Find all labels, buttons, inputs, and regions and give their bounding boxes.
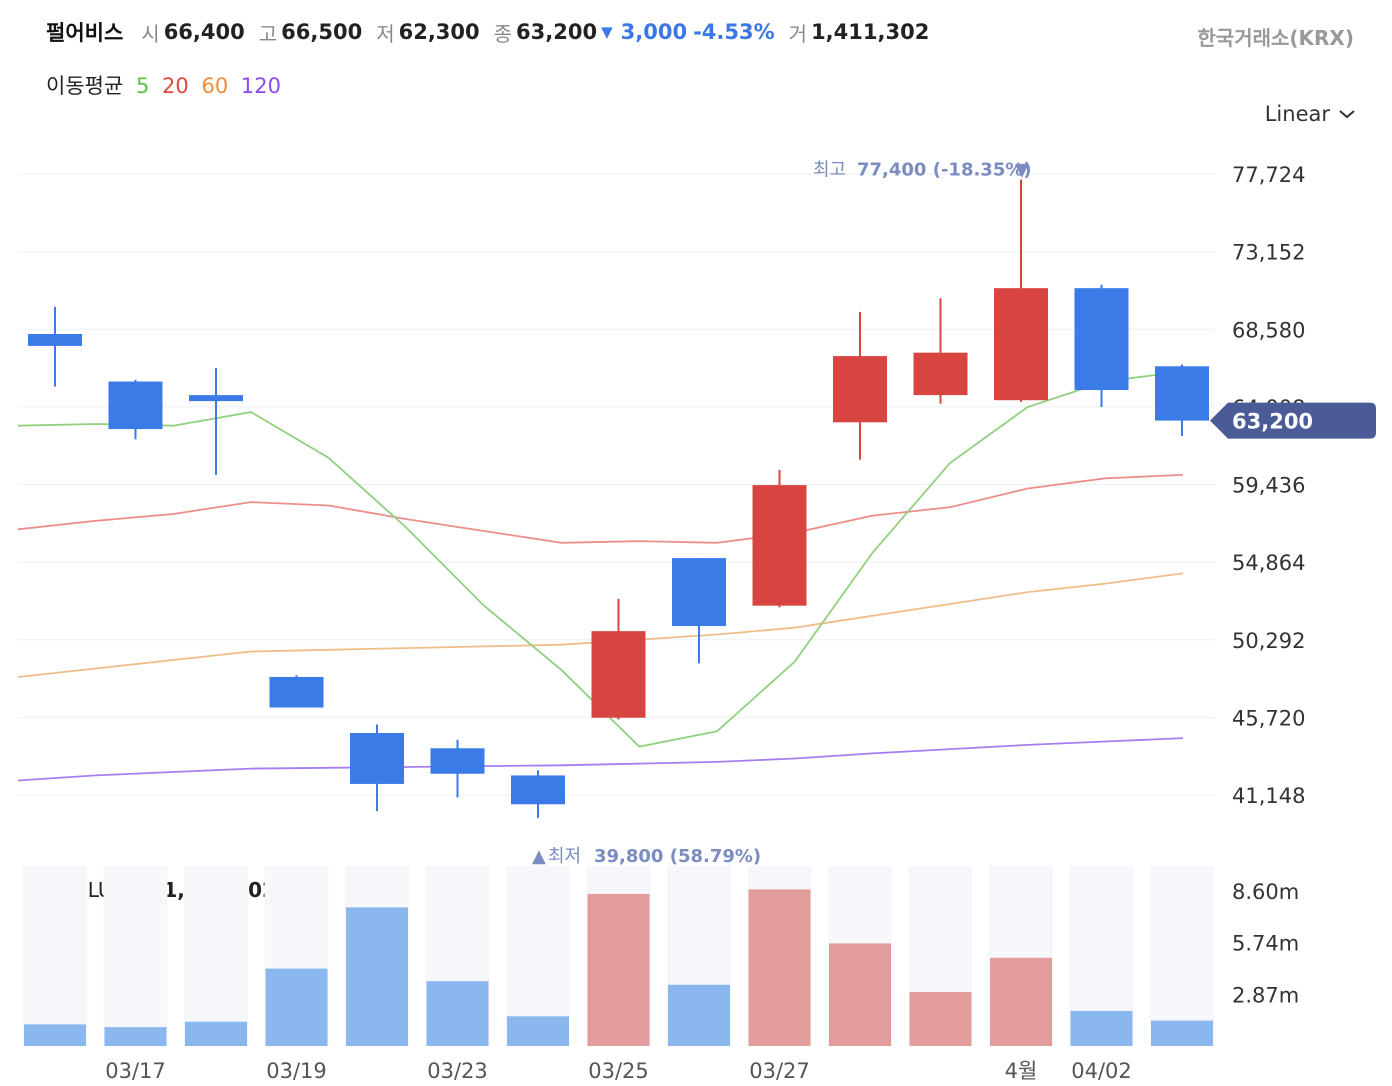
ma-legend-5[interactable]: 5 [135, 74, 150, 98]
low-annotation-label: 최저 [548, 846, 581, 867]
candle-body [833, 356, 887, 423]
change-down-arrow-icon: ▼ [601, 23, 613, 41]
x-tick-label: 03/25 [588, 1059, 649, 1083]
ma-legend-20[interactable]: 20 [162, 74, 189, 98]
volume-bar [1070, 1010, 1133, 1046]
volume-bar [668, 984, 730, 1046]
candle-body [269, 676, 324, 708]
high-annotation-label: 최고 [813, 160, 846, 181]
candle-body [752, 485, 807, 606]
low-annotation-value: 39,800 (58.79%) [594, 846, 761, 867]
candle-body [28, 334, 82, 346]
volume-tick-label: 8.60m [1232, 880, 1299, 904]
candle-body [1074, 288, 1129, 391]
candle-body [350, 732, 404, 784]
close-label: 종 [493, 21, 513, 46]
stock-name: 펄어비스 [46, 21, 124, 45]
x-tick-label: 03/17 [105, 1059, 166, 1083]
volume-tick-label: 5.74m [1232, 932, 1299, 956]
volume-bar [346, 907, 408, 1046]
close-value: 63,200 [516, 20, 598, 44]
volume-bar [265, 968, 328, 1046]
x-tick-label: 04/02 [1071, 1059, 1132, 1083]
x-tick-label: 4월 [1005, 1059, 1038, 1083]
ma-legend-label: 이동평균 [46, 74, 124, 98]
candle-body [189, 395, 243, 402]
y-tick-label: 73,152 [1232, 241, 1305, 265]
y-tick-label: 59,436 [1232, 474, 1305, 498]
y-tick-label: 68,580 [1232, 318, 1305, 342]
candle-body [430, 748, 485, 774]
candle-body [591, 631, 646, 718]
open-value: 66,400 [163, 20, 245, 44]
x-tick-label: 03/19 [266, 1059, 327, 1083]
ma-legend-60[interactable]: 60 [201, 74, 229, 98]
scale-dropdown-label: Linear [1264, 102, 1330, 126]
ma20-line [17, 474, 1184, 544]
volume-bar-background [184, 866, 248, 1046]
last-price-label: 63,200 [1232, 410, 1313, 434]
y-tick-label: 41,148 [1232, 784, 1305, 808]
ma120-line [17, 737, 1184, 782]
volume-bar [909, 992, 972, 1046]
volume-bar [426, 981, 489, 1046]
volume-bar-background [23, 866, 87, 1046]
low-label: 저 [376, 21, 395, 46]
low-annotation-arrow-icon: ▲ [532, 846, 546, 867]
scale-dropdown[interactable]: Linear [1265, 102, 1356, 126]
candle-body [994, 288, 1048, 401]
ma-legend-120[interactable]: 120 [240, 74, 281, 98]
volume-bar-background [1150, 866, 1214, 1046]
high-annotation-arrow-icon: ▼ [1015, 160, 1029, 181]
volume-bar-background [103, 866, 168, 1046]
candle-body [913, 352, 968, 396]
candle-body [108, 381, 163, 430]
candle-body [1155, 366, 1209, 421]
high-annotation-value: 77,400 (-18.35%) [857, 160, 1032, 181]
open-label: 시 [141, 21, 160, 46]
y-tick-label: 50,292 [1232, 629, 1305, 653]
volume-bar [1151, 1020, 1213, 1046]
exchange-name: 한국거래소(KRX) [1197, 26, 1354, 50]
x-tick-label: 03/27 [749, 1059, 810, 1083]
volume-bar [104, 1027, 167, 1046]
volume-bar [829, 943, 891, 1046]
y-tick-label: 45,720 [1232, 706, 1305, 730]
volume-bar [748, 889, 811, 1046]
last-price-tag [1210, 402, 1376, 439]
low-value: 62,300 [398, 20, 480, 44]
volume-bar [587, 893, 650, 1046]
volume-bar-background [506, 866, 570, 1046]
volume-bar [24, 1024, 86, 1046]
volume-value: 1,411,302 [811, 20, 930, 44]
volume-bar [507, 1016, 569, 1046]
high-label: 고 [258, 21, 278, 46]
moving-average-legend: 이동평균 5 20 60 120 [46, 70, 287, 100]
change-value: 3,000 [620, 20, 688, 44]
volume-label: 거 [788, 21, 808, 46]
change-percent: -4.53% [693, 20, 775, 44]
stock-header: 펄어비스 시 66,400 고 66,500 저 62,300 종 63,200… [46, 14, 943, 50]
volume-bar [990, 957, 1052, 1046]
y-tick-label: 77,724 [1232, 163, 1305, 187]
candle-body [511, 775, 565, 805]
chevron-down-icon [1339, 110, 1355, 119]
volume-tick-label: 2.87m [1232, 983, 1299, 1007]
candle-body [672, 558, 726, 627]
volume-bar [185, 1021, 247, 1046]
y-tick-label: 54,864 [1232, 551, 1305, 575]
high-value: 66,500 [281, 20, 363, 44]
x-tick-label: 03/23 [427, 1059, 488, 1083]
